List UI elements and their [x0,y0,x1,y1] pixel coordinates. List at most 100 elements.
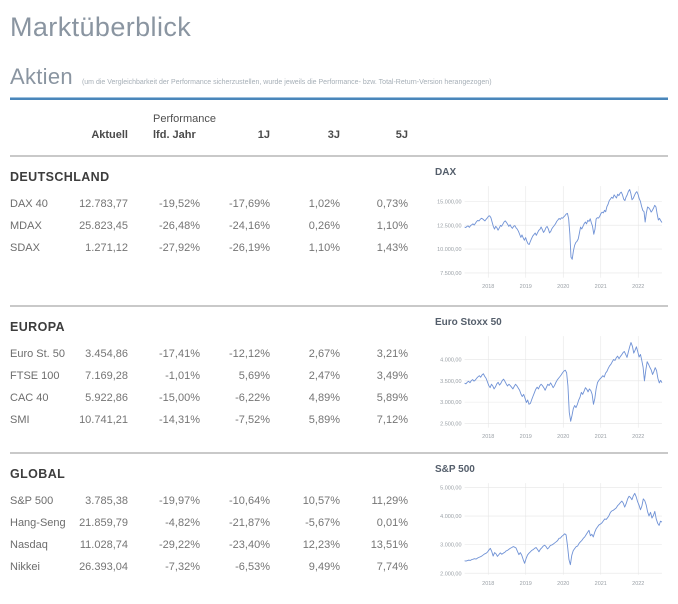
svg-text:2019: 2019 [520,284,532,290]
value-cell: 12,23% [302,539,340,551]
value-cell: -4,82% [165,517,200,529]
aktien-header: Aktien (um die Vergleichbarkeit der Perf… [10,64,668,90]
index-name: S&P 500 [10,495,54,507]
value-cell: -21,87% [229,517,270,529]
value-cell: 1.271,12 [85,242,128,254]
svg-text:2018: 2018 [482,434,494,440]
svg-text:2021: 2021 [595,284,607,290]
value-cell: 5,69% [238,370,270,382]
table-row: MDAX 25.823,45 -26,48% -24,16% 0,26% 1,1… [10,215,430,237]
svg-text:2019: 2019 [520,434,532,440]
value-cell: -14,31% [159,414,200,426]
value-cell: 1,02% [308,198,340,210]
value-cell: -19,52% [159,198,200,210]
svg-text:4.000,00: 4.000,00 [440,358,461,364]
table-header: Performance Aktuell lfd. Jahr 1J 3J 5J [10,113,668,155]
svg-text:3.000,00: 3.000,00 [440,400,461,406]
value-cell: 9,49% [308,561,340,573]
value-cell: -23,40% [229,539,270,551]
svg-text:2020: 2020 [557,284,569,290]
svg-text:4.000,00: 4.000,00 [440,514,461,520]
index-name: MDAX [10,220,42,232]
svg-text:2021: 2021 [595,581,607,587]
value-cell: 7,12% [376,414,408,426]
table-row: DAX 40 12.783,77 -19,52% -17,69% 1,02% 0… [10,193,430,215]
section-deutschland: DEUTSCHLAND DAX 40 12.783,77 -19,52% -17… [10,155,668,305]
index-name: CAC 40 [10,392,49,404]
section-title: DEUTSCHLAND [10,170,110,184]
value-cell: -29,22% [159,539,200,551]
aktien-heading: Aktien [10,64,73,89]
value-cell: 21.859,79 [79,517,128,529]
value-cell: -12,12% [229,348,270,360]
section-title: EUROPA [10,320,65,334]
column-header-1j: 1J [257,129,270,141]
index-name: Nasdaq [10,539,48,551]
value-cell: 1,10% [308,242,340,254]
index-name: Hang-Seng [10,517,66,529]
value-cell: 11,29% [371,495,409,507]
svg-text:5.000,00: 5.000,00 [440,485,461,491]
table-row: S&P 500 3.785,38 -19,97% -10,64% 10,57% … [10,490,430,512]
page-title: Marktüberblick [10,12,192,42]
value-cell: 3.785,38 [85,495,128,507]
value-cell: 12.783,77 [79,198,128,210]
value-cell: -19,97% [159,495,200,507]
table-row: Hang-Seng 21.859,79 -4,82% -21,87% -5,67… [10,512,430,534]
section-europa: EUROPA Euro St. 50 3.454,86 -17,41% -12,… [10,305,668,452]
value-cell: 5.922,86 [85,392,128,404]
value-cell: -1,01% [165,370,200,382]
section-title: GLOBAL [10,467,66,481]
svg-text:2022: 2022 [632,581,644,587]
svg-text:10.000,00: 10.000,00 [437,247,461,253]
value-cell: -5,67% [305,517,340,529]
value-cell: 1,10% [376,220,408,232]
value-cell: 0,01% [376,517,408,529]
index-name: FTSE 100 [10,370,60,382]
table-row: SDAX 1.271,12 -27,92% -26,19% 1,10% 1,43… [10,237,430,259]
chart-title: DAX [435,167,457,178]
value-cell: 3.454,86 [85,348,128,360]
value-cell: -17,69% [229,198,270,210]
svg-text:2022: 2022 [632,284,644,290]
column-header-5j: 5J [395,129,408,141]
svg-text:2019: 2019 [520,581,532,587]
value-cell: 3,21% [376,348,408,360]
chart-title: S&P 500 [435,464,475,475]
index-name: SMI [10,414,30,426]
value-cell: 25.823,45 [79,220,128,232]
svg-text:2018: 2018 [482,284,494,290]
section-global: GLOBAL S&P 500 3.785,38 -19,97% -10,64% … [10,452,668,604]
svg-text:2.500,00: 2.500,00 [440,421,461,427]
value-cell: 26.393,04 [79,561,128,573]
chart-title: Euro Stoxx 50 [435,317,502,328]
index-name: Nikkei [10,561,40,573]
svg-text:2.000,00: 2.000,00 [440,571,461,577]
svg-text:2022: 2022 [632,434,644,440]
column-header-3j: 3J [327,129,340,141]
sp500-chart: 2018 2019 2020 2021 2022 5.000,00 4.000,00 3.00… [430,477,668,593]
value-cell: -6,53% [235,561,270,573]
column-header-aktuell: Aktuell [91,129,128,141]
table-row: Nikkei 26.393,04 -7,32% -6,53% 9,49% 7,7… [10,556,430,578]
value-cell: -7,32% [165,561,200,573]
blue-divider [10,97,668,100]
performance-label: Performance [153,113,216,125]
value-cell: -15,00% [159,392,200,404]
table-row: CAC 40 5.922,86 -15,00% -6,22% 4,89% 5,8… [10,387,430,409]
value-cell: -10,64% [229,495,270,507]
svg-text:15.000,00: 15.000,00 [437,199,461,205]
value-cell: 13,51% [370,539,408,551]
value-cell: 0,73% [376,198,408,210]
svg-text:7.500,00: 7.500,00 [440,271,461,277]
value-cell: 2,47% [308,370,340,382]
svg-text:2021: 2021 [595,434,607,440]
value-cell: -26,48% [159,220,200,232]
value-cell: 1,43% [376,242,408,254]
svg-text:3.500,00: 3.500,00 [440,379,461,385]
value-cell: 10,57% [302,495,340,507]
table-row: Euro St. 50 3.454,86 -17,41% -12,12% 2,6… [10,343,430,365]
value-cell: -24,16% [229,220,270,232]
value-cell: 4,89% [308,392,340,404]
